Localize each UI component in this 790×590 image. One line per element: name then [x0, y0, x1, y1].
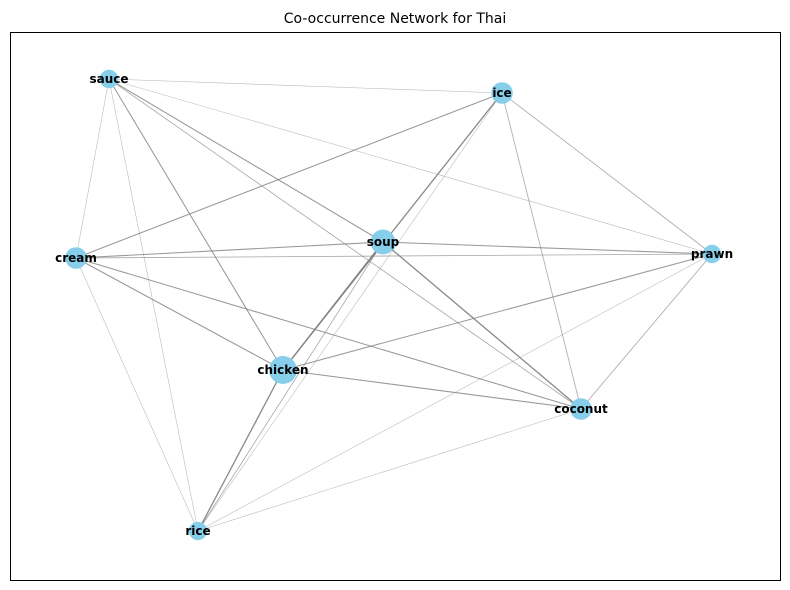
- edge-soup-coconut: [382, 241, 582, 410]
- edge-soup-prawn: [382, 241, 713, 255]
- edge-sauce-prawn: [108, 78, 713, 255]
- edges-layer: [75, 78, 713, 532]
- edge-chicken-rice: [197, 369, 284, 532]
- edge-cream-chicken: [75, 257, 284, 371]
- node-prawn: [702, 244, 722, 264]
- edge-coconut-rice: [197, 408, 582, 532]
- edge-sauce-ice: [108, 78, 503, 94]
- edge-sauce-soup: [108, 78, 384, 243]
- node-label-coconut: coconut: [554, 402, 608, 416]
- node-label-cream: cream: [55, 251, 97, 265]
- node-label-chicken: chicken: [257, 363, 308, 377]
- chart-title: Co-occurrence Network for Thai: [284, 11, 506, 27]
- node-label-prawn: prawn: [691, 247, 733, 261]
- edge-ice-rice: [197, 92, 503, 532]
- edge-prawn-coconut: [580, 253, 713, 410]
- node-label-ice: ice: [492, 86, 511, 100]
- edge-cream-rice: [75, 257, 199, 532]
- labels-layer: sauce ice cream soup prawn chicken coconut rice: [55, 72, 733, 538]
- edge-cream-soup: [75, 241, 384, 259]
- edge-prawn-chicken: [282, 253, 713, 371]
- edge-cream-prawn: [75, 253, 713, 259]
- node-label-rice: rice: [185, 524, 210, 538]
- node-cream: [65, 247, 87, 269]
- edge-soup-chicken: [282, 241, 384, 371]
- node-chicken: [269, 356, 297, 384]
- node-sauce: [99, 69, 119, 89]
- nodes-layer: [65, 69, 722, 541]
- edge-soup-rice: [197, 241, 384, 532]
- edge-sauce-cream: [75, 78, 110, 259]
- plot-frame: [10, 32, 781, 581]
- edge-sauce-chicken: [108, 78, 284, 371]
- edge-cream-coconut: [75, 257, 582, 410]
- node-label-sauce: sauce: [89, 72, 128, 86]
- edge-chicken-coconut: [282, 369, 582, 410]
- node-ice: [491, 82, 513, 104]
- edge-sauce-rice: [108, 78, 199, 532]
- edge-ice-coconut: [501, 92, 582, 410]
- edge-ice-cream: [75, 92, 503, 259]
- node-rice: [188, 521, 208, 541]
- edge-ice-prawn: [501, 92, 713, 255]
- node-coconut: [570, 398, 592, 420]
- node-soup: [370, 229, 396, 255]
- node-label-soup: soup: [367, 235, 400, 249]
